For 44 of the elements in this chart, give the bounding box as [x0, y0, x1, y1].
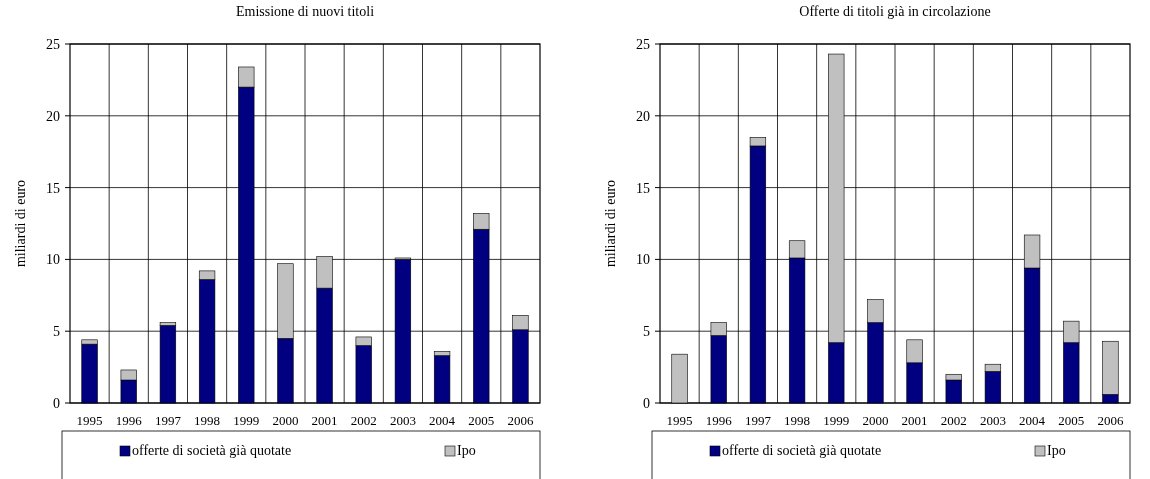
x-tick-label: 2003 [979, 413, 1006, 428]
x-tick-label: 1995 [666, 413, 693, 428]
x-tick-label: 1998 [784, 413, 811, 428]
y-tick-label: 10 [46, 252, 60, 268]
y-tick-label: 15 [636, 180, 650, 196]
y-tick-label: 5 [643, 324, 650, 340]
legend-label: Ipo [457, 443, 476, 458]
y-axis-title: miliardi di euro [13, 179, 28, 268]
x-tick-label: 2004 [1019, 413, 1046, 428]
x-tick-label: 1999 [823, 413, 850, 428]
x-tick-label: 1996 [115, 413, 143, 428]
y-tick-label: 15 [46, 180, 60, 196]
x-tick-label: 2000 [862, 413, 889, 428]
x-tick-label: 2004 [429, 413, 456, 428]
y-tick-label: 0 [643, 395, 650, 411]
x-tick-label: 1995 [76, 413, 103, 428]
y-tick-label: 25 [636, 36, 650, 52]
x-tick-label: 2002 [350, 413, 377, 428]
y-tick-label: 5 [53, 324, 60, 340]
x-tick-label: 2003 [389, 413, 416, 428]
x-tick-label: 1996 [705, 413, 733, 428]
x-tick-label: 2006 [507, 413, 534, 428]
chart-title: Emissione di nuovi titoli [235, 4, 375, 19]
x-tick-label: 2001 [311, 413, 338, 428]
x-tick-label: 2001 [901, 413, 928, 428]
legend-label: offerte di società già quotate [722, 443, 882, 458]
x-tick-label: 2000 [272, 413, 299, 428]
y-tick-label: 20 [636, 108, 650, 124]
x-tick-label: 2005 [1058, 413, 1085, 428]
legend-label: offerte di società già quotate [132, 443, 292, 458]
x-tick-label: 2006 [1097, 413, 1124, 428]
x-tick-label: 1999 [233, 413, 260, 428]
y-tick-label: 0 [53, 395, 60, 411]
y-tick-label: 10 [636, 252, 650, 268]
x-tick-label: 2005 [468, 413, 495, 428]
y-tick-label: 25 [46, 36, 60, 52]
x-tick-label: 1997 [744, 413, 772, 428]
chart-title: Offerte di titoli già in circolazione [799, 4, 991, 19]
x-tick-label: 2002 [940, 413, 967, 428]
legend-label: Ipo [1047, 443, 1066, 458]
x-tick-label: 1997 [154, 413, 182, 428]
x-tick-label: 1998 [194, 413, 221, 428]
y-axis-title: miliardi di euro [603, 179, 618, 268]
y-tick-label: 20 [46, 108, 60, 124]
